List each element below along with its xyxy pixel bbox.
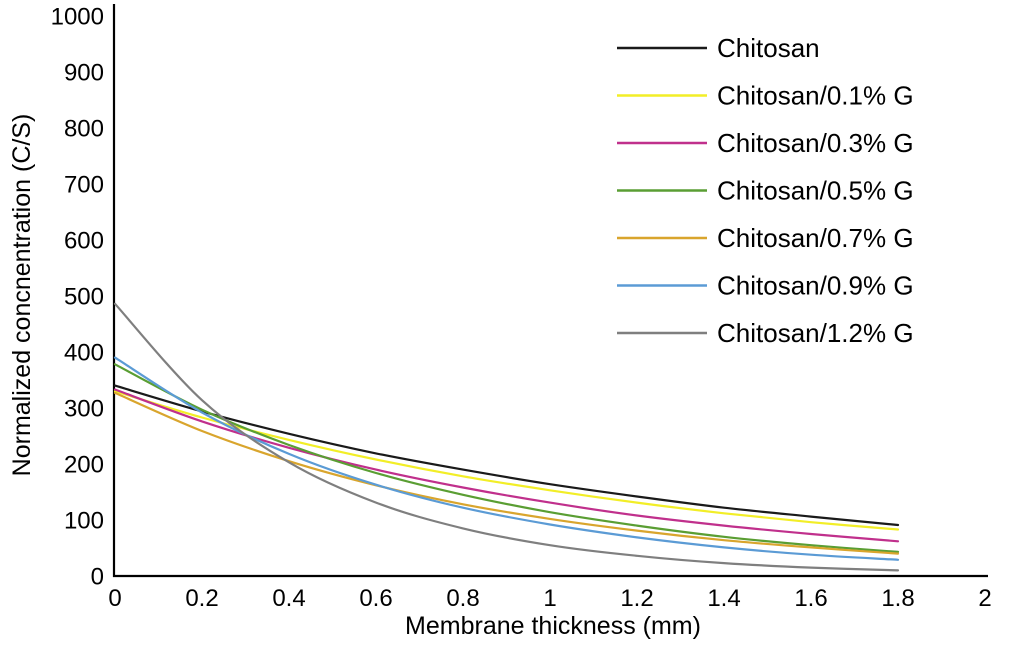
series-line-chitosan-0-9-g	[113, 356, 900, 561]
x-axis-tick-labels: 0 0.2 0.4 0.6 0.8 1 1.2 1.4 1.6 1.8 2	[108, 585, 991, 612]
legend-label: Chitosan	[717, 33, 820, 63]
y-tick-label: 200	[64, 452, 104, 479]
legend-item: Chitosan/0.7% G	[617, 223, 914, 253]
x-tick-label: 0.4	[272, 585, 305, 612]
x-tick-label: 1.2	[620, 585, 653, 612]
series-line-chitosan-0-7-g	[113, 391, 900, 555]
series-line-chitosan-0-5-g	[113, 363, 900, 553]
legend-item: Chitosan/0.1% G	[617, 81, 914, 111]
series-line-chitosan-0-1-g	[113, 390, 900, 531]
y-tick-label: 800	[64, 116, 104, 143]
legend-item: Chitosan/0.3% G	[617, 128, 914, 158]
x-tick-label: 0.6	[359, 585, 392, 612]
y-axis-title: Normalized concnentration (C/S)	[8, 114, 36, 477]
legend-item: Chitosan/0.9% G	[617, 271, 914, 301]
y-tick-label: 300	[64, 396, 104, 423]
legend-label: Chitosan/0.9% G	[717, 271, 914, 301]
legend-label: Chitosan/0.1% G	[717, 81, 914, 111]
y-tick-label: 400	[64, 340, 104, 367]
legend-label: Chitosan/0.7% G	[717, 223, 914, 253]
y-axis-tick-labels: 0 100 200 300 400 500 600 700 800 900 1000	[51, 4, 104, 591]
legend-item: Chitosan	[617, 33, 820, 63]
legend-label: Chitosan/1.2% G	[717, 318, 914, 348]
x-axis-title: Membrane thickness (mm)	[405, 612, 701, 640]
x-tick-label: 1	[543, 585, 556, 612]
chart-legend: Chitosan Chitosan/0.1% G Chitosan/0.3% G Ch…	[617, 33, 914, 348]
y-tick-label: 500	[64, 284, 104, 311]
x-tick-label: 0.2	[185, 585, 218, 612]
y-tick-label: 100	[64, 508, 104, 535]
y-tick-label: 600	[64, 228, 104, 255]
x-tick-label: 0	[108, 585, 121, 612]
x-tick-label: 0.8	[446, 585, 479, 612]
legend-label: Chitosan/0.3% G	[717, 128, 914, 158]
series-line-chitosan-1-2-g	[113, 302, 900, 572]
series-lines	[113, 302, 900, 572]
legend-item: Chitosan/0.5% G	[617, 176, 914, 206]
legend-item: Chitosan/1.2% G	[617, 318, 914, 348]
y-tick-label: 0	[91, 564, 104, 591]
y-tick-label: 900	[64, 60, 104, 87]
x-tick-label: 1.8	[881, 585, 914, 612]
legend-label: Chitosan/0.5% G	[717, 176, 914, 206]
y-tick-label: 700	[64, 172, 104, 199]
x-tick-label: 1.4	[707, 585, 740, 612]
y-tick-label: 1000	[51, 4, 104, 31]
x-tick-label: 2	[978, 585, 991, 612]
series-line-chitosan	[113, 384, 900, 527]
x-tick-label: 1.6	[794, 585, 827, 612]
